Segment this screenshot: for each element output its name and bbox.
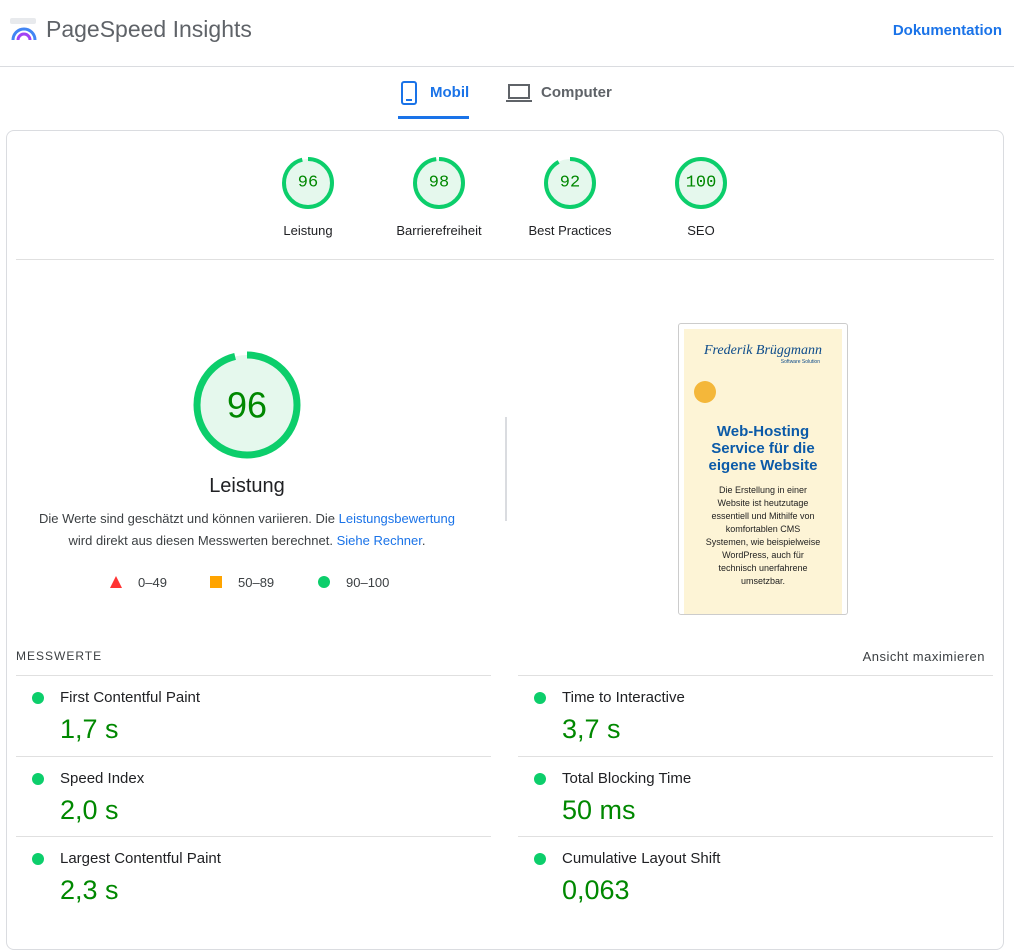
gauge-score: 98 [429,174,449,193]
body-line: Systemen, wie beispielweise [705,537,821,547]
gauge-bg [284,159,332,207]
gauge-arc [675,157,727,209]
metric: Cumulative Layout Shift 0,063 [518,836,993,916]
note-text: Die Werte sind geschätzt und können vari… [38,511,336,526]
metric-value: 50 ms [562,794,636,825]
gauge-score: 92 [560,174,580,193]
gauge-label[interactable]: Barrierefreiheit [396,223,482,238]
main-gauge: 96 [193,351,301,459]
heading: Web-Hosting Service für die eigene Website [684,423,842,474]
body-line: technisch unerfahrene [718,563,808,573]
legend-label: 50–89 [238,575,275,590]
status-dot [534,853,546,865]
gauge-bg [415,159,463,207]
gauge-score: 100 [686,174,717,193]
metric-value: 2,3 s [60,875,119,905]
phone-icon [401,81,417,105]
metric-label: Time to Interactive [562,689,685,706]
metric-label: Largest Contentful Paint [60,850,221,867]
note-text: wird direkt aus diesen Messwerten berech… [68,533,333,548]
logo [10,18,37,41]
gauge-bg [677,159,725,207]
link[interactable]: Siehe Rechner [336,533,422,548]
page: PageSpeed Insights Dokumentation Mobil C… [0,16,1014,950]
heading-line: Web-Hosting [716,423,810,440]
body-line: umsetzbar. [740,576,786,586]
metric-value: 2,0 s [60,794,119,825]
divider [16,259,994,260]
gauge-label[interactable]: Best Practices [528,223,612,238]
icon [694,381,716,403]
tab-indicator [398,116,469,119]
gauge-arc [282,157,334,209]
legend-fail [110,576,122,588]
gauge-bg [546,159,594,207]
link[interactable]: Leistungsbewertung [338,511,455,526]
gauge-arc [193,351,301,459]
gauge-title: Leistung [209,475,285,497]
metric-label: Cumulative Layout Shift [562,850,721,867]
metric: Largest Contentful Paint 2,3 s [16,836,491,916]
note: Die Werte sind geschätzt und können vari… [16,511,478,526]
metric: Speed Index 2,0 s [16,755,491,836]
status-dot [534,772,546,785]
body-line: Die Erstellung in einer [718,485,808,495]
legend-average [210,576,222,588]
gauge-bg [197,355,297,455]
body-line: komfortablen CMS [725,524,801,534]
metric: Time to Interactive 3,7 s [518,675,993,755]
legend-label: 0–49 [138,575,167,590]
metric-value: 3,7 s [562,714,621,744]
doc-link[interactable]: Dokumentation [892,22,1002,39]
gauge-arc [544,157,596,209]
status-dot [534,692,546,704]
heading-line: Service für die [711,440,815,457]
note: wird direkt aus diesen Messwerten berech… [16,533,478,548]
body-line: Website ist heutzutage [717,498,809,508]
gauge-label[interactable]: SEO [687,223,715,238]
gauge-label[interactable]: Leistung [283,223,333,238]
legend-label: 90–100 [346,575,390,590]
heading-line: eigene Website [708,457,818,474]
gauge-score: 96 [298,174,318,193]
screenshot-page: Frederik Brüggmann Software Solution Web… [684,329,842,614]
gauge-score: 96 [227,385,267,426]
status-dot [32,772,44,785]
app-title: PageSpeed Insights [46,16,252,42]
divider [505,417,507,521]
status-dot [32,692,44,704]
brand: Frederik Brüggmann [703,343,823,358]
metric-value: 0,063 [562,875,630,905]
view-toggle[interactable]: Ansicht maximieren [862,649,985,664]
metric-label: Total Blocking Time [562,769,692,787]
body-line: WordPress, auch für [722,550,804,560]
tab[interactable]: Mobil [430,84,470,101]
divider [0,66,1014,67]
tab[interactable]: Computer [541,84,612,101]
metric: First Contentful Paint 1,7 s [16,675,491,755]
metric-value: 1,7 s [60,714,119,744]
body-line: essentiell und Mithilfe von [711,511,815,521]
category-gauges: 96 98 92 100 [282,157,727,209]
screenshot: Frederik Brüggmann Software Solution Web… [678,323,848,615]
gauge-arc [413,157,465,209]
metric: Total Blocking Time 50 ms [518,755,993,836]
section-title: MESSWERTE [16,649,103,663]
metric-label: Speed Index [60,769,145,787]
laptop-icon [506,84,532,102]
tagline: Software Solution [780,359,820,365]
metric-label: First Contentful Paint [60,689,201,706]
body-text: Die Erstellung in einer Website ist heutz… [684,484,842,588]
legend-pass [318,576,330,588]
status-dot [32,853,44,865]
note-text: . [421,533,426,548]
